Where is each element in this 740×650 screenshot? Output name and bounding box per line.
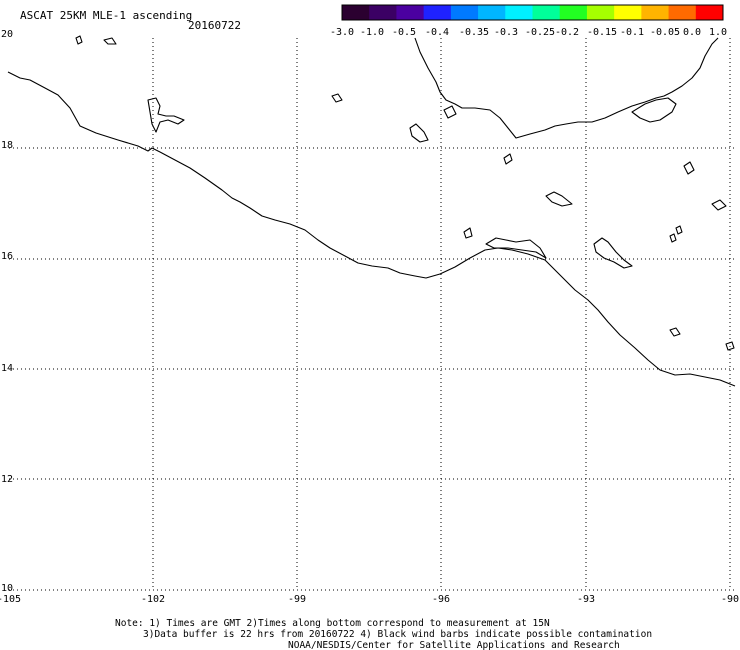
gulf-coastline [414,37,719,139]
colorbar-label: -0.25 [525,27,555,38]
lon-label: -99 [288,594,306,605]
lake [75,35,83,45]
colorbar-swatch [423,5,452,20]
colorbar: -3.0 -1.0 -0.5 -0.4 -0.35 -0.3 -0.25 -0.… [330,4,727,38]
colorbar-swatch [559,5,588,20]
lake [725,341,735,351]
lat-label: 10 [1,583,13,594]
colorbar-swatch [641,5,670,20]
colorbar-label: -0.15 [587,27,617,38]
colorbar-label: -0.5 [392,27,416,38]
colorbar-swatch [695,5,724,20]
lake [669,233,677,243]
lat-label: 20 [1,29,13,40]
lake [443,105,457,119]
lake [463,227,473,239]
lake [103,37,117,45]
footnotes: Note: 1) Times are GMT 2)Times along bot… [115,618,652,650]
colorbar-label: -0.2 [555,27,579,38]
lat-label: 12 [1,474,13,485]
lake [409,123,429,143]
lon-label: -93 [577,594,595,605]
colorbar-swatch [342,5,370,20]
lake [711,199,727,211]
product-title: ASCAT 25KM MLE-1 ascending [20,9,192,22]
colorbar-label: -0.05 [650,27,680,38]
pacific-coastline [7,71,736,387]
note-line-2: 3)Data buffer is 22 hrs from 20160722 4)… [143,629,652,640]
product-date: 20160722 [188,19,241,32]
note-line-3: NOAA/NESDIS/Center for Satellite Applica… [288,640,620,650]
colorbar-label: 0.0 [683,27,701,38]
laguna-term [631,97,677,123]
lon-label: -105 [0,594,21,605]
latitude-labels: 20 18 16 14 12 10 [1,29,13,594]
lon-label: -96 [432,594,450,605]
lake [331,93,343,103]
colorbar-label: -0.1 [620,27,644,38]
colorbar-label: -0.3 [494,27,518,38]
colorbar-swatch [478,5,506,20]
colorbar-swatch [614,5,642,20]
longitude-labels: -105 -102 -99 -96 -93 -90 [0,594,739,605]
colorbar-swatch [668,5,697,20]
note-line-1: Note: 1) Times are GMT 2)Times along bot… [115,618,550,629]
map-grid [9,38,735,591]
lake [593,237,633,269]
colorbar-label: -0.35 [459,27,489,38]
colorbar-label: -1.0 [360,27,384,38]
lat-label: 18 [1,140,13,151]
lake [545,191,573,207]
lat-label: 16 [1,251,13,262]
colorbar-swatches [342,5,724,20]
colorbar-frame [341,4,724,21]
colorbar-swatch [369,5,397,20]
colorbar-label: -3.0 [330,27,354,38]
coastlines [7,35,736,387]
lake [683,161,695,175]
lon-label: -102 [141,594,165,605]
colorbar-swatch [532,5,561,20]
lake [675,225,683,235]
lake-chapala [147,97,185,133]
colorbar-swatch [586,5,615,20]
lon-label: -90 [721,594,739,605]
lake [503,153,513,165]
colorbar-label: 1.0 [709,27,727,38]
lake [485,237,547,259]
colorbar-label: -0.4 [425,27,449,38]
colorbar-swatch [450,5,479,20]
colorbar-swatch [396,5,425,20]
lake [669,327,681,337]
lat-label: 14 [1,363,13,374]
colorbar-labels: -3.0 -1.0 -0.5 -0.4 -0.35 -0.3 -0.25 -0.… [330,27,727,38]
colorbar-swatch [505,5,533,20]
